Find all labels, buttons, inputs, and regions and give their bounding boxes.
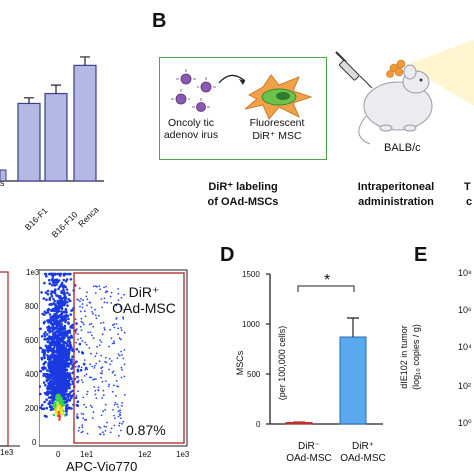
panel-c-ytick-2: 600 [25,336,39,345]
flow-density-cloud [39,272,126,437]
panel-d-cat-1-line2: OAd-MSC [286,453,332,464]
panel-e-ytick-4: 10⁰ [458,418,472,428]
panel-d-ytick-2: 500 [247,370,261,379]
panel-b-illustration [171,69,313,120]
significance-bracket [297,285,355,292]
syringe-icon [335,51,373,89]
panel-a-bar-1 [17,102,41,182]
panel-e-ytick-1: 10⁶ [458,305,472,315]
panel-d-cat-2-line2: OAd-MSC [340,453,386,464]
mouse-icon [358,64,433,145]
panel-d-bar-1 [285,422,313,425]
curved-arrow-icon [218,74,246,84]
light-beam [405,40,474,106]
gate-label-line1: DiR⁺ [128,284,160,300]
panel-b-frame [159,57,327,160]
panel-d-cat-1-line1: DiR⁻ [298,441,320,452]
panel-d-ytick-3: 0 [256,420,261,429]
panel-e-ytick-2: 10⁴ [458,342,472,352]
panel-a-error-bar-1 [24,97,34,104]
panel-c-ytick-3: 400 [25,370,39,379]
mouse-label: BALB/c [384,142,421,154]
panel-d-ytick-0: 1500 [242,270,260,279]
msc-cell-icon [244,74,313,120]
step3-partial-1: T [464,181,471,193]
panel-c-xtick-0: 0 [56,450,61,459]
panel-c-ytick-5: 0 [32,438,37,447]
panel-a-bar-partial [0,169,7,182]
panel-a-error-bar-2 [51,84,61,94]
gate-rectangle [73,272,185,444]
virus-label: Oncoly tic adenov irus [163,117,219,141]
panel-a-bar-2 [44,92,68,182]
significance-star: * [324,272,331,289]
tumor-icon [386,59,406,78]
panel-c-ytick-1: 800 [25,302,39,311]
msc-label-line2: DiR⁺ MSC [252,130,302,142]
panel-d-error-bar-2 [347,317,359,337]
panel-c-xtick-3: 1e3 [176,450,190,459]
panel-c-ytick-4: 200 [25,404,39,413]
panel-e-ytick-3: 10² [458,381,472,391]
panel-d-error-bar-1 [293,421,305,423]
gate-percent: 0.87% [126,422,166,438]
virus-icon [171,69,216,112]
panel-e-letter: E [414,244,428,266]
panel-c-xtick-1: 1e1 [80,450,94,459]
step2-line1: Intraperitoneal [357,181,435,193]
panel-c-xtick-2: 1e2 [138,450,152,459]
panel-b-letter: B [152,10,167,32]
panel-d-ytick-1: 1000 [242,320,260,329]
msc-label-line1: Fluorescent [249,117,305,129]
panel-d-chart [266,273,383,425]
panel-a-chart [0,56,104,182]
panel-d-letter: D [220,244,235,266]
panel-a-bar-3 [73,64,97,182]
panel-d-ylabel-line1: MSCs [235,350,245,376]
panel-a-error-bar-3 [80,56,90,66]
panel-d-bar-2 [339,336,367,425]
step1-line2: of OAd-MSCs [207,196,279,208]
step2-line2: administration [358,196,434,208]
panel-c-xaxis-label: APC-Vio770 [66,459,138,474]
panel-c-left-partial [0,271,20,447]
panel-a-partial-label: s [0,178,5,188]
panel-c-left-xtick: 1e3 [0,448,14,457]
gate-label-line2: OAd-MSC [112,300,176,316]
mouse-illustration [335,40,474,145]
panel-c-plot [39,269,188,447]
panel-d-cat-2-line1: DiR⁺ [352,441,374,452]
panel-e-ylabel-line2: (log₁₀ copies / g) [411,324,421,390]
panel-e-ylabel-line1: dIE102 in tumor [399,325,409,389]
step3-partial-2: c [466,196,473,208]
step1-line1: DiR⁺ labeling [208,181,278,193]
panel-c-ytick-0: 1e3 [26,268,40,277]
panel-e-ytick-0: 10⁸ [458,268,472,278]
